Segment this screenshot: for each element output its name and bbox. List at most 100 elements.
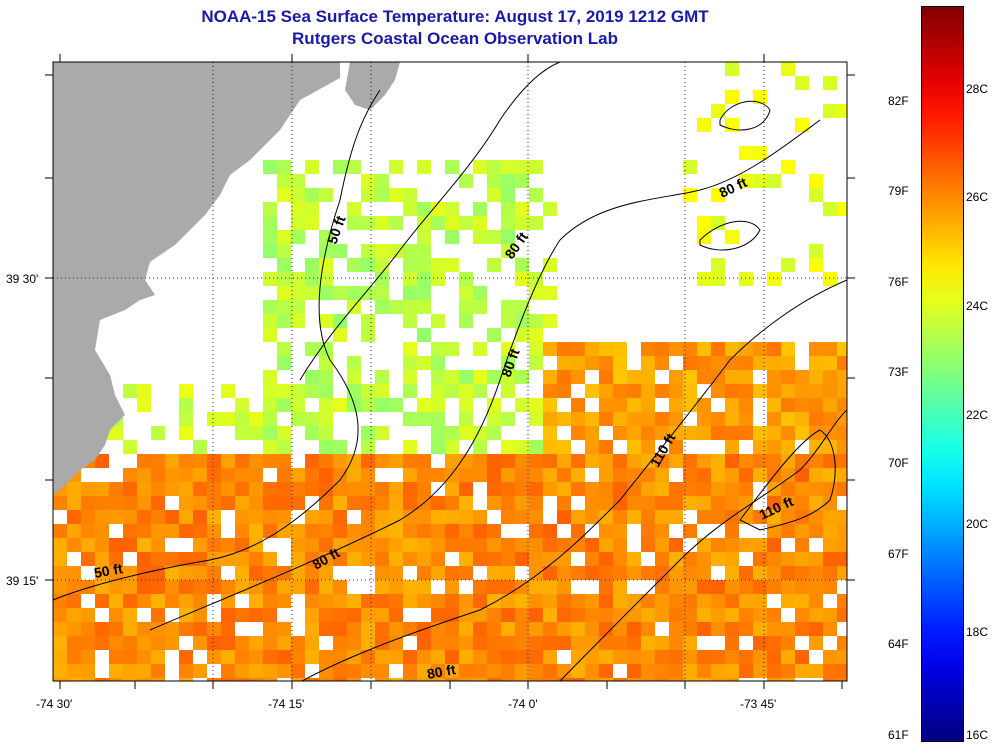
sst-pixel	[67, 538, 81, 552]
sst-pixel	[305, 678, 319, 681]
sst-pixel	[263, 440, 277, 454]
sst-pixel	[53, 552, 67, 566]
sst-pixel	[347, 594, 361, 608]
sst-pixel	[599, 622, 613, 636]
sst-pixel	[361, 510, 375, 524]
sst-pixel	[249, 608, 263, 622]
sst-pixel	[529, 342, 543, 356]
sst-pixel	[305, 216, 319, 230]
sst-pixel	[361, 314, 375, 328]
sst-pixel	[291, 202, 305, 216]
sst-pixel	[263, 552, 277, 566]
sst-pixel	[767, 412, 781, 426]
sst-pixel	[753, 90, 767, 104]
sst-pixel	[319, 272, 333, 286]
sst-pixel	[417, 524, 431, 538]
sst-pixel	[473, 440, 487, 454]
sst-pixel	[501, 482, 515, 496]
sst-pixel	[655, 608, 669, 622]
sst-pixel	[585, 664, 599, 678]
sst-pixel	[767, 370, 781, 384]
sst-pixel	[81, 552, 95, 566]
sst-pixel	[389, 244, 403, 258]
sst-pixel	[795, 608, 809, 622]
sst-pixel	[795, 370, 809, 384]
sst-pixel	[641, 370, 655, 384]
sst-pixel	[725, 342, 739, 356]
sst-pixel	[515, 496, 529, 510]
sst-pixel	[767, 440, 781, 454]
sst-pixel	[193, 496, 207, 510]
sst-pixel	[697, 566, 711, 580]
sst-pixel	[445, 650, 459, 664]
sst-pixel	[781, 510, 795, 524]
sst-pixel	[543, 678, 557, 681]
sst-pixel	[543, 258, 557, 272]
sst-pixel	[263, 650, 277, 664]
sst-pixel	[361, 468, 375, 482]
sst-pixel	[781, 62, 795, 76]
sst-pixel	[599, 482, 613, 496]
sst-pixel	[627, 468, 641, 482]
sst-pixel	[767, 608, 781, 622]
sst-pixel	[487, 398, 501, 412]
sst-pixel	[249, 594, 263, 608]
sst-pixel	[627, 552, 641, 566]
sst-pixel	[697, 412, 711, 426]
sst-pixel	[767, 426, 781, 440]
sst-pixel	[781, 594, 795, 608]
sst-pixel	[697, 482, 711, 496]
sst-pixel	[823, 412, 837, 426]
sst-pixel	[179, 454, 193, 468]
sst-pixel	[627, 594, 641, 608]
sst-pixel	[753, 174, 767, 188]
sst-pixel	[277, 454, 291, 468]
map-title: NOAA-15 Sea Surface Temperature: August …	[201, 7, 709, 26]
sst-pixel	[389, 594, 403, 608]
sst-pixel	[319, 258, 333, 272]
sst-pixel	[445, 482, 459, 496]
sst-pixel	[711, 426, 725, 440]
sst-pixel	[67, 608, 81, 622]
sst-pixel	[473, 510, 487, 524]
sst-pixel	[837, 524, 847, 538]
fahrenheit-label: 76F	[888, 274, 909, 289]
lon-label: -74 0'	[508, 697, 538, 711]
sst-pixel	[417, 482, 431, 496]
sst-pixel	[179, 566, 193, 580]
sst-pixel	[67, 664, 81, 678]
sst-pixel	[291, 286, 305, 300]
sst-pixel	[501, 314, 515, 328]
sst-pixel	[823, 104, 837, 118]
sst-pixel	[515, 468, 529, 482]
sst-pixel	[543, 398, 557, 412]
sst-pixel	[431, 566, 445, 580]
sst-pixel	[375, 300, 389, 314]
sst-pixel	[417, 328, 431, 342]
sst-pixel	[487, 160, 501, 174]
sst-pixel	[725, 608, 739, 622]
sst-pixel	[739, 342, 753, 356]
sst-pixel	[361, 622, 375, 636]
fahrenheit-label: 79F	[888, 184, 909, 199]
sst-pixel	[403, 202, 417, 216]
sst-pixel	[683, 342, 697, 356]
sst-pixel	[837, 398, 847, 412]
sst-pixel	[319, 398, 333, 412]
sst-pixel	[333, 244, 347, 258]
sst-pixel	[543, 664, 557, 678]
sst-pixel	[837, 342, 847, 356]
sst-pixel	[277, 230, 291, 244]
sst-pixel	[473, 300, 487, 314]
sst-pixel	[109, 622, 123, 636]
sst-pixel	[837, 552, 847, 566]
sst-pixel	[571, 636, 585, 650]
sst-pixel	[151, 566, 165, 580]
sst-pixel	[753, 454, 767, 468]
sst-pixel	[193, 566, 207, 580]
sst-pixel	[123, 636, 137, 650]
sst-pixel	[473, 286, 487, 300]
sst-pixel	[529, 510, 543, 524]
sst-pixel	[837, 440, 847, 454]
sst-pixel	[795, 566, 809, 580]
